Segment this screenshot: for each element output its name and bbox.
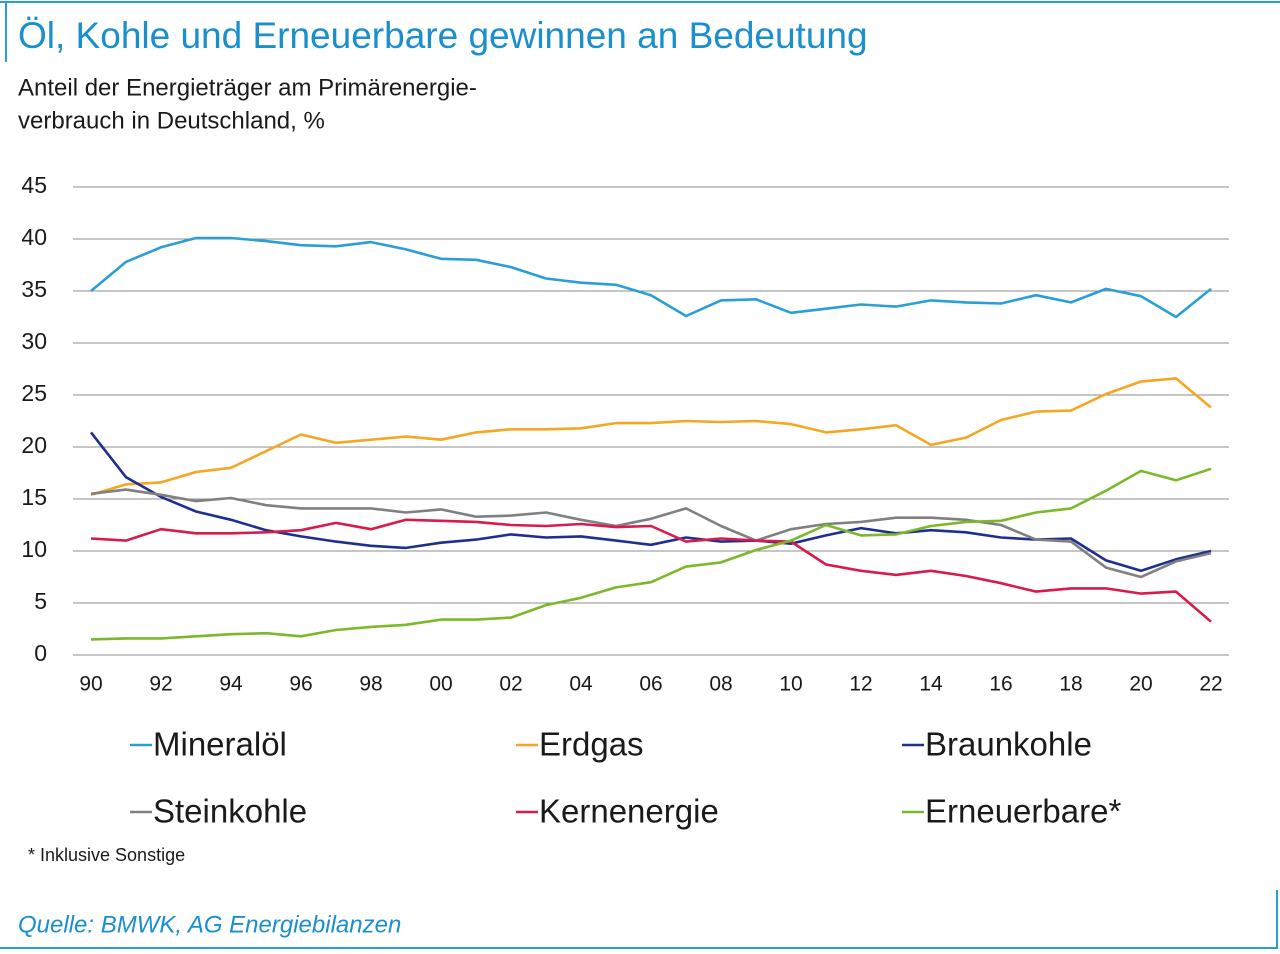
legend-label: Erdgas bbox=[539, 726, 644, 763]
series-line bbox=[90, 467, 1212, 641]
x-tick-label: 22 bbox=[1199, 673, 1222, 696]
y-tick-label: 25 bbox=[21, 380, 47, 406]
x-tick-label: 18 bbox=[1059, 673, 1082, 696]
x-tick-label: 10 bbox=[779, 673, 802, 696]
x-tick-label: 92 bbox=[149, 673, 172, 696]
x-tick-label: 14 bbox=[919, 673, 943, 696]
subtitle: Anteil der Energieträger am Primärenergi… bbox=[18, 74, 477, 101]
x-tick-label: 90 bbox=[79, 673, 102, 696]
y-tick-label: 5 bbox=[34, 588, 47, 614]
x-tick-label: 20 bbox=[1129, 673, 1152, 696]
x-tick-label: 94 bbox=[219, 673, 243, 696]
footnote: * Inklusive Sonstige bbox=[28, 845, 185, 865]
legend-label: Braunkohle bbox=[925, 726, 1092, 763]
x-tick-label: 04 bbox=[569, 673, 593, 696]
y-tick-label: 0 bbox=[34, 640, 47, 666]
x-tick-label: 96 bbox=[289, 673, 312, 696]
y-tick-label: 20 bbox=[21, 432, 47, 458]
y-tick-label: 45 bbox=[21, 172, 47, 198]
y-tick-label: 40 bbox=[21, 224, 47, 250]
series-line bbox=[90, 518, 1212, 623]
series-line bbox=[90, 377, 1212, 497]
y-tick-label: 10 bbox=[21, 536, 47, 562]
x-tick-label: 98 bbox=[359, 673, 382, 696]
legend-label: Mineralöl bbox=[153, 726, 287, 763]
x-tick-label: 02 bbox=[499, 673, 522, 696]
subtitle: verbrauch in Deutschland, % bbox=[18, 107, 325, 134]
y-tick-label: 35 bbox=[21, 276, 47, 302]
x-tick-label: 12 bbox=[849, 673, 872, 696]
series-line bbox=[90, 236, 1212, 319]
legend-label: Erneuerbare* bbox=[925, 793, 1121, 830]
legend-label: Steinkohle bbox=[153, 793, 307, 830]
x-tick-label: 06 bbox=[639, 673, 662, 696]
x-tick-label: 08 bbox=[709, 673, 732, 696]
series-line bbox=[90, 488, 1212, 579]
legend-label: Kernenergie bbox=[539, 793, 719, 830]
x-tick-label: 16 bbox=[989, 673, 1012, 696]
x-tick-label: 00 bbox=[429, 673, 452, 696]
source: Quelle: BMWK, AG Energiebilanzen bbox=[18, 911, 401, 938]
y-tick-label: 30 bbox=[21, 328, 47, 354]
chart-title: Öl, Kohle und Erneuerbare gewinnen an Be… bbox=[18, 15, 868, 56]
y-tick-label: 15 bbox=[21, 484, 47, 510]
